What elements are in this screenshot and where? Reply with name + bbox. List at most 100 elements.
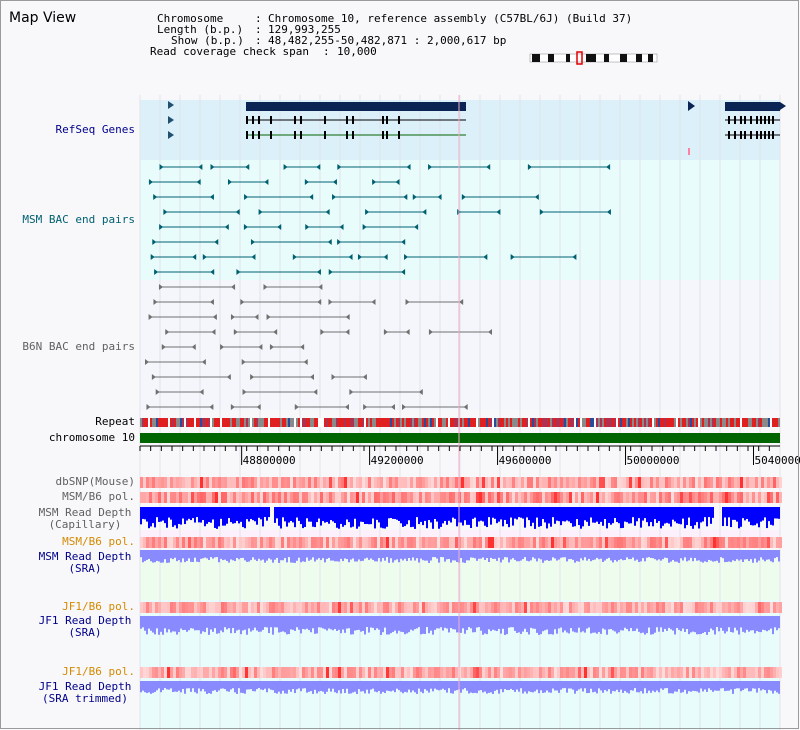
jf1-depth-trim-bar [578,681,580,690]
jf1-depth-sra-bar [438,616,440,629]
jf1-pol1-cell [530,602,533,613]
msm-b6-pol-cell [671,492,674,503]
jf1-depth-sra-bar [750,616,752,631]
repeat-segment [692,418,694,427]
jf1-depth-trim-bar [202,681,204,690]
msm-depth-cap-bar [552,507,554,518]
msm-depth-sra-bar [442,550,444,558]
repeat-track[interactable] [140,418,780,427]
jf1-depth-trim-bar [492,681,494,694]
msm-depth-sra-bar [498,550,500,558]
dbsnp-cell [413,477,416,488]
msm-b6-pol2-cell [725,537,728,548]
msm-b6-pol-cell [746,492,749,503]
jf1-pol2-cell [293,667,296,678]
jf1-pol1-cell [308,602,311,613]
jf1-depth-sra-bar [394,616,396,631]
dbsnp-cell [587,477,590,488]
jf1-pol2-cell [602,667,605,678]
msm-b6-pol-cell [443,492,446,503]
jf1-depth-sra-bar [710,616,712,629]
jf1-pol1-cell [569,602,572,613]
msm-depth-cap-bar [158,507,160,522]
jf1-depth-sra-bar [302,616,304,629]
dbsnp-cell [338,477,341,488]
repeat-segment [154,418,156,427]
jf1-pol2-cell [674,667,677,678]
jf1-pol2-cell [707,667,710,678]
jf1-depth-sra-bar [342,616,344,630]
msm-bac-pair-end [404,254,409,260]
jf1-pol1-cell [707,602,710,613]
jf1-depth-sra-bar [444,616,446,628]
msm-depth-cap-bar [248,507,250,522]
jf1-depth-trim-bar [636,681,638,693]
msm-depth-sra-bar [686,550,688,562]
msm-b6-pol-cell [302,492,305,503]
jf1-depth-sra-bar [186,616,188,632]
jf1-depth-sra-bar [498,616,500,629]
msm-depth-sra-bar [414,550,416,561]
msm-b6-pol-cell [767,492,770,503]
exon [382,116,384,124]
repeat-segment [676,418,678,427]
msm-depth-cap-bar [280,507,282,529]
repeat-segment [534,418,536,427]
chromosome-track[interactable] [140,433,780,443]
msm-depth-sra-bar [352,550,354,559]
jf1-depth-trim-bar [150,681,152,694]
refseq-genes-track[interactable] [168,101,786,155]
jf1-depth-trim-bar [774,681,776,691]
dbsnp-cell [536,477,539,488]
b6n-bac-pair-end [328,299,333,305]
coverage-sep: : [323,45,330,58]
repeat-segment [314,418,316,427]
msm-b6-pol2-cell [500,537,503,548]
repeat-segment [308,418,310,427]
msm-b6-pol-cell [665,492,668,503]
b6n-bac-pair-end [331,374,336,380]
repeat-segment [622,418,624,427]
repeat-segment [750,418,752,427]
jf1-depth-trim-bar [292,681,294,690]
msm-depth-cap-bar [536,507,538,518]
msm-depth-cap-bar [606,507,608,529]
polymorphism-tracks[interactable] [140,477,782,678]
jf1-depth-sra-bar [390,616,392,634]
b6n-bac-pair-end [309,374,314,380]
jf1-pol1-cell [596,602,599,613]
b6n-bac-track[interactable] [144,284,493,410]
msm-depth-sra-bar [628,550,630,560]
msm-depth-cap-bar [172,507,174,527]
jf1-pol1-cell [545,602,548,613]
dbsnp-cell [395,477,398,488]
dbsnp-cell [365,477,368,488]
msm-depth-sra-bar [318,550,320,559]
msm-depth-cap-bar [296,507,298,518]
jf1-depth-sra-bar [316,616,318,634]
jf1-depth-trim-bar [594,681,596,692]
msm-b6-pol-cell [476,492,479,503]
msm-bac-track[interactable] [148,164,611,275]
msm-b6-pol2-cell [338,537,341,548]
jf1-pol2-cell [656,667,659,678]
msm-depth-cap-bar [212,507,214,520]
msm-depth-sra-bar [232,550,234,561]
dbsnp-cell [155,477,158,488]
jf1-depth-sra-bar [638,616,640,632]
jf1-pol1-cell [533,602,536,613]
b6n-bac-pair-end [254,314,259,320]
jf1-pol1-cell [635,602,638,613]
jf1-pol1-cell [602,602,605,613]
jf1-pol2-cell [236,667,239,678]
msm-depth-cap-bar [368,507,370,525]
jf1-depth-trim-bar [448,681,450,689]
jf1-depth-sra-bar [474,616,476,633]
chromosome-ideogram[interactable] [529,51,658,65]
msm-depth-sra-bar [470,550,472,558]
chromosome-key: Chromosome [157,12,224,25]
read-depth-tracks[interactable] [140,507,780,694]
msm-depth-sra-bar [340,550,342,559]
jf1-depth-sra-bar [554,616,556,630]
